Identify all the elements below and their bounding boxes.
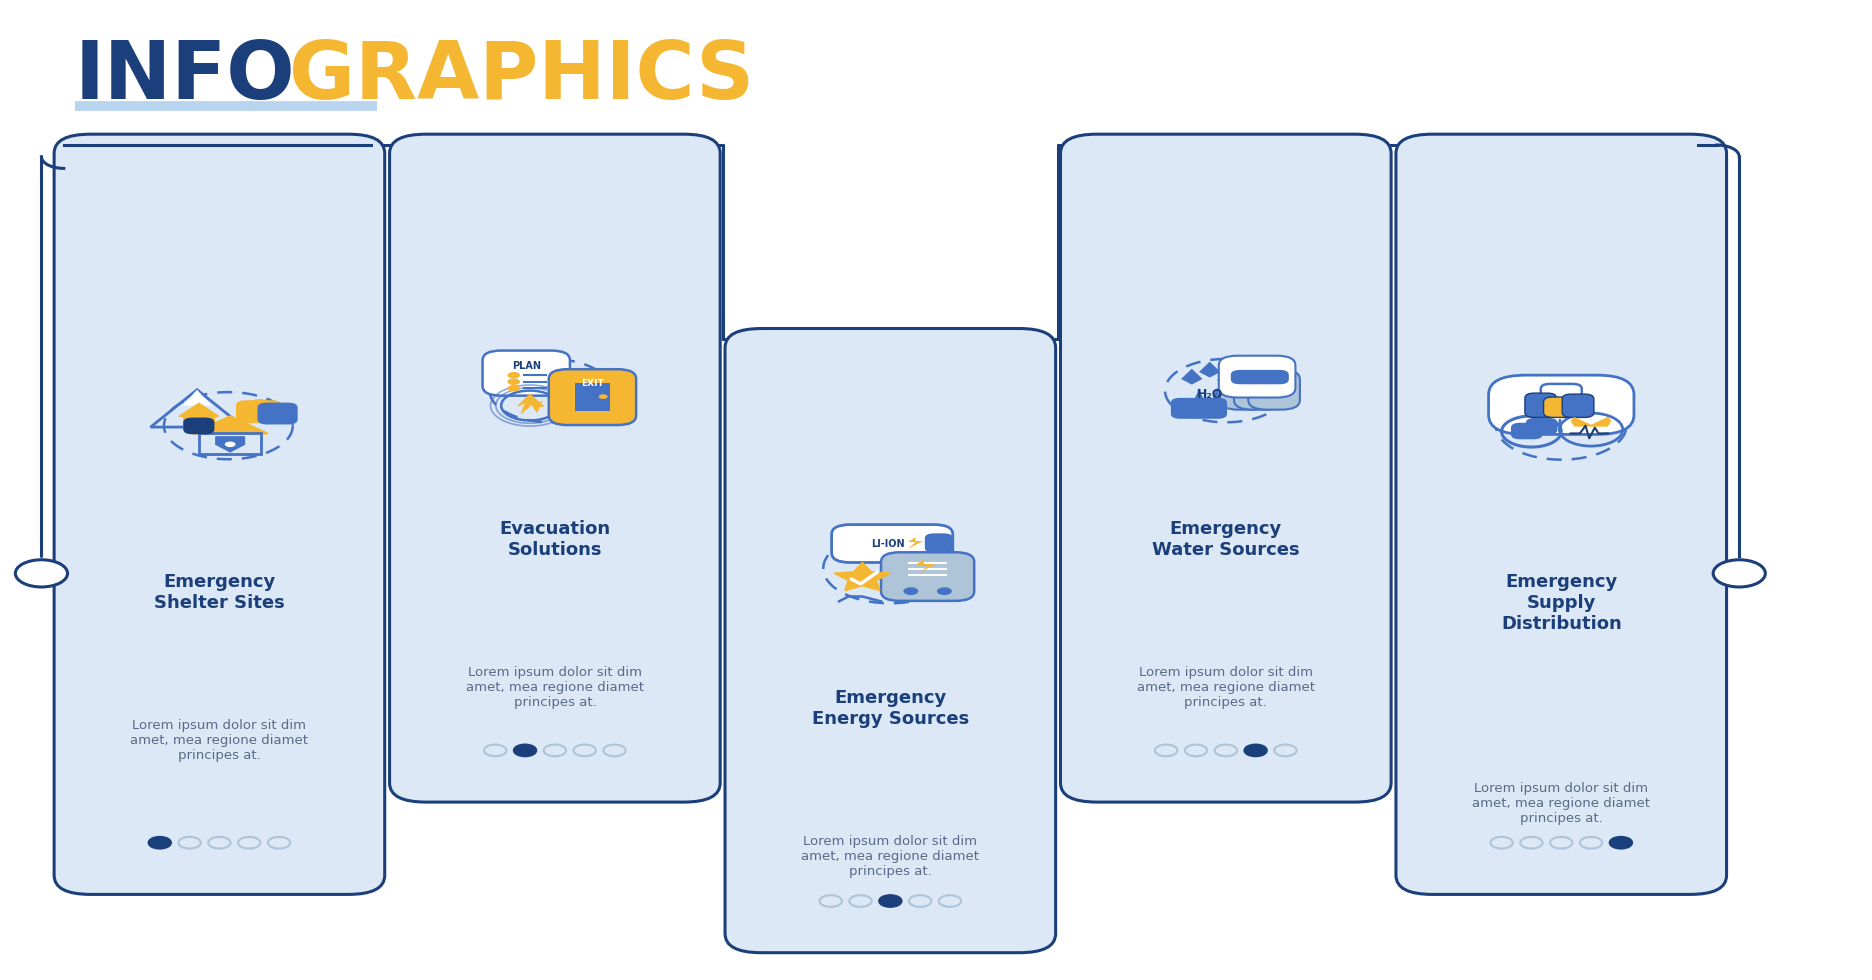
FancyBboxPatch shape — [925, 533, 953, 553]
Polygon shape — [915, 559, 936, 572]
FancyBboxPatch shape — [389, 134, 721, 802]
Circle shape — [247, 399, 271, 413]
Polygon shape — [1571, 416, 1612, 439]
Circle shape — [904, 587, 919, 595]
Text: INFO: INFO — [75, 38, 296, 117]
Text: Emergency
Water Sources: Emergency Water Sources — [1151, 519, 1299, 559]
Circle shape — [507, 378, 520, 385]
Circle shape — [1245, 745, 1267, 757]
FancyBboxPatch shape — [1230, 369, 1260, 384]
FancyBboxPatch shape — [1511, 422, 1543, 439]
Text: Lorem ipsum dolor sit dim
amet, mea regione diamet
principes at.: Lorem ipsum dolor sit dim amet, mea regi… — [1136, 665, 1314, 709]
FancyBboxPatch shape — [1170, 398, 1206, 418]
Polygon shape — [835, 563, 891, 591]
Circle shape — [1200, 398, 1219, 408]
Circle shape — [599, 394, 608, 399]
Circle shape — [15, 560, 67, 587]
Text: Evacuation
Solutions: Evacuation Solutions — [500, 519, 610, 559]
Polygon shape — [1198, 362, 1221, 377]
FancyBboxPatch shape — [1245, 379, 1250, 384]
FancyBboxPatch shape — [54, 134, 386, 895]
FancyBboxPatch shape — [1260, 369, 1288, 384]
FancyBboxPatch shape — [1563, 394, 1593, 417]
Polygon shape — [1181, 368, 1202, 384]
Circle shape — [1179, 398, 1198, 408]
FancyBboxPatch shape — [258, 403, 298, 424]
Circle shape — [1713, 560, 1765, 587]
FancyBboxPatch shape — [236, 400, 281, 423]
FancyBboxPatch shape — [1245, 369, 1275, 384]
Circle shape — [507, 372, 520, 378]
Text: H₂O: H₂O — [1196, 388, 1222, 401]
Polygon shape — [193, 416, 268, 433]
Text: Lorem ipsum dolor sit dim
amet, mea regione diamet
principes at.: Lorem ipsum dolor sit dim amet, mea regi… — [466, 665, 644, 709]
FancyBboxPatch shape — [1061, 134, 1391, 802]
FancyBboxPatch shape — [882, 553, 973, 601]
FancyBboxPatch shape — [1252, 376, 1258, 384]
Text: Lorem ipsum dolor sit dim
amet, mea regione diamet
principes at.: Lorem ipsum dolor sit dim amet, mea regi… — [801, 835, 979, 877]
Text: GRAPHICS: GRAPHICS — [290, 38, 754, 117]
FancyBboxPatch shape — [1219, 356, 1295, 398]
Circle shape — [270, 403, 288, 414]
Polygon shape — [908, 537, 923, 549]
FancyBboxPatch shape — [831, 524, 953, 563]
Circle shape — [515, 745, 535, 757]
FancyBboxPatch shape — [1526, 417, 1558, 434]
FancyBboxPatch shape — [1488, 375, 1634, 434]
Text: Lorem ipsum dolor sit dim
amet, mea regione diamet
principes at.: Lorem ipsum dolor sit dim amet, mea regi… — [1471, 782, 1651, 825]
Polygon shape — [1217, 370, 1237, 386]
FancyBboxPatch shape — [575, 382, 610, 411]
Text: LI-ION: LI-ION — [870, 539, 904, 549]
FancyBboxPatch shape — [1526, 393, 1558, 417]
FancyBboxPatch shape — [183, 417, 215, 434]
FancyBboxPatch shape — [183, 416, 215, 429]
FancyBboxPatch shape — [483, 351, 569, 396]
Text: PLAN: PLAN — [511, 361, 541, 370]
Text: Emergency
Shelter Sites: Emergency Shelter Sites — [154, 573, 285, 612]
Circle shape — [936, 587, 951, 595]
FancyBboxPatch shape — [1397, 134, 1726, 895]
Circle shape — [1610, 837, 1632, 849]
FancyBboxPatch shape — [1265, 377, 1271, 384]
FancyBboxPatch shape — [1234, 369, 1286, 410]
FancyBboxPatch shape — [1544, 397, 1574, 417]
Circle shape — [880, 895, 902, 906]
FancyBboxPatch shape — [724, 328, 1056, 953]
FancyBboxPatch shape — [1249, 369, 1299, 410]
FancyBboxPatch shape — [1258, 373, 1264, 384]
Text: Emergency
Energy Sources: Emergency Energy Sources — [812, 689, 970, 727]
Text: EXIT: EXIT — [580, 379, 605, 388]
FancyBboxPatch shape — [1192, 398, 1226, 418]
Polygon shape — [517, 394, 545, 414]
FancyBboxPatch shape — [548, 369, 636, 425]
Polygon shape — [183, 390, 212, 406]
Polygon shape — [215, 437, 245, 452]
Polygon shape — [180, 404, 219, 416]
Circle shape — [507, 385, 520, 392]
Text: Emergency
Supply
Distribution: Emergency Supply Distribution — [1501, 573, 1621, 633]
Circle shape — [225, 442, 236, 447]
Circle shape — [148, 837, 170, 849]
FancyBboxPatch shape — [1221, 369, 1271, 410]
Text: Lorem ipsum dolor sit dim
amet, mea regione diamet
principes at.: Lorem ipsum dolor sit dim amet, mea regi… — [131, 719, 309, 762]
